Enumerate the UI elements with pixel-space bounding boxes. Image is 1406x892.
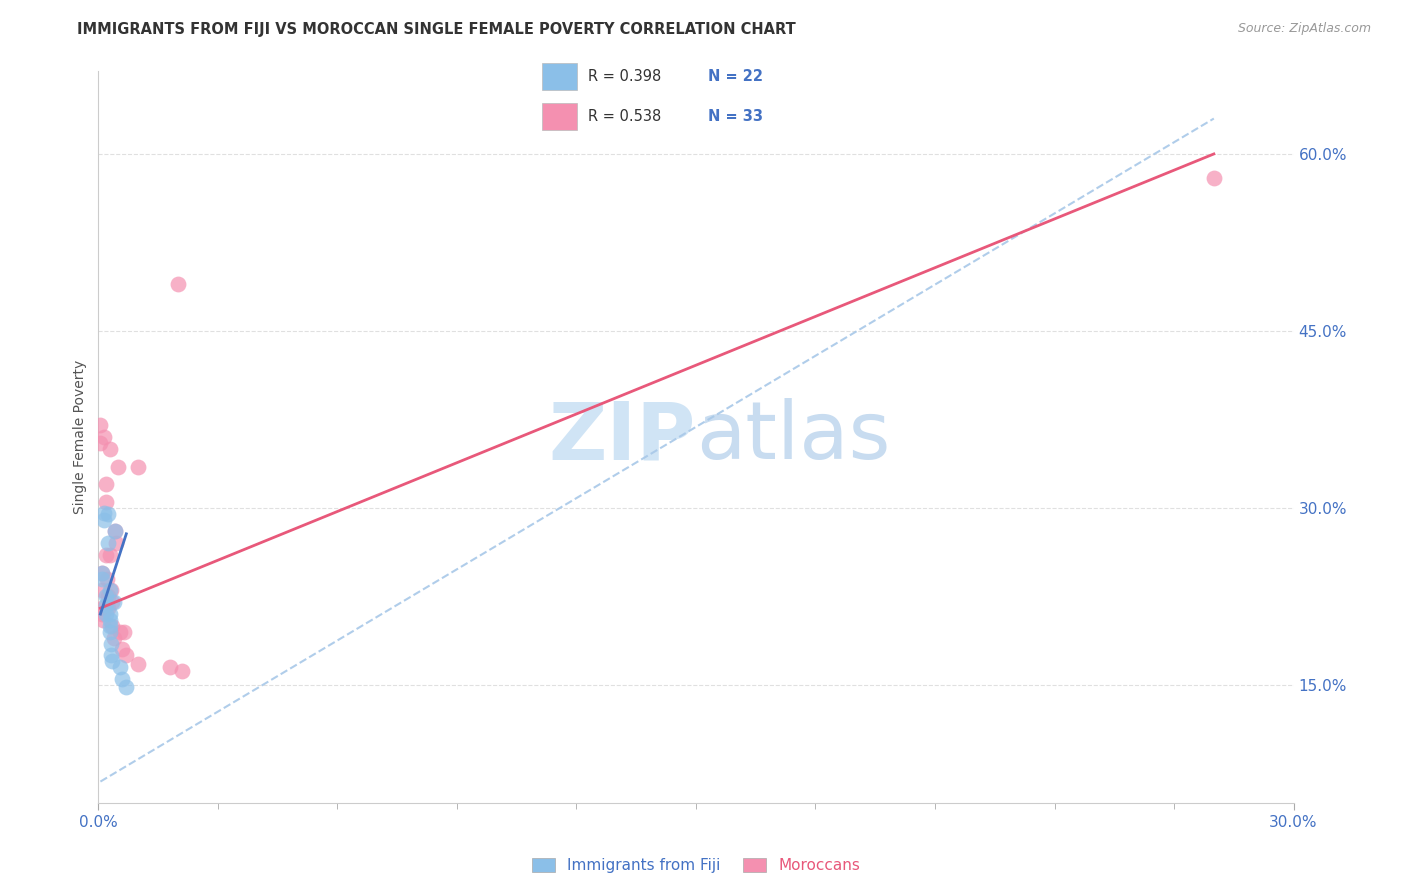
Point [167,277,190,291]
Point [91,566,114,580]
Point [103,631,125,645]
Point [90,566,112,580]
Point [107,459,129,474]
Point [1202,170,1225,185]
Point [93,430,115,444]
Point [111,642,134,657]
Point [98,624,122,639]
Point [100,648,122,663]
Point [94,598,117,612]
Point [89,418,111,433]
Point [101,654,124,668]
Point [97,601,120,615]
Point [112,624,135,639]
Point [93,513,115,527]
Point [96,495,118,509]
Point [98,442,122,456]
Point [90,572,112,586]
Text: N = 22: N = 22 [709,69,763,84]
Point [105,536,128,550]
Point [127,459,149,474]
Text: N = 33: N = 33 [709,109,763,124]
Point [98,619,122,633]
Point [91,583,114,598]
Point [115,680,138,694]
Point [104,524,127,539]
Point [101,619,124,633]
Text: Source: ZipAtlas.com: Source: ZipAtlas.com [1237,22,1371,36]
Point [91,607,114,621]
Point [94,590,117,604]
Point [100,636,122,650]
Point [172,664,194,678]
Text: IMMIGRANTS FROM FIJI VS MOROCCAN SINGLE FEMALE POVERTY CORRELATION CHART: IMMIGRANTS FROM FIJI VS MOROCCAN SINGLE … [77,22,796,37]
Text: atlas: atlas [696,398,890,476]
Point [111,672,134,686]
Point [93,506,115,520]
Point [96,607,118,621]
FancyBboxPatch shape [543,103,576,130]
Text: R = 0.398: R = 0.398 [588,69,661,84]
Point [115,648,138,663]
Point [97,590,120,604]
Point [91,601,114,615]
Point [127,657,149,671]
Point [110,624,132,639]
Point [98,583,121,598]
Point [103,595,125,609]
Text: R = 0.538: R = 0.538 [588,109,661,124]
Point [159,660,181,674]
Point [98,607,121,621]
FancyBboxPatch shape [543,62,576,90]
Point [97,507,120,521]
Point [94,477,117,491]
Point [100,583,122,598]
Point [97,536,120,550]
Point [96,572,118,586]
Point [89,436,111,450]
Legend: Immigrants from Fiji, Moroccans: Immigrants from Fiji, Moroccans [526,852,866,880]
Point [91,613,114,627]
Point [110,660,132,674]
Point [96,548,118,562]
Y-axis label: Single Female Poverty: Single Female Poverty [73,360,87,514]
Point [98,613,122,627]
Point [101,595,124,609]
Point [104,524,127,539]
Text: ZIP: ZIP [548,398,696,476]
Point [98,548,122,562]
